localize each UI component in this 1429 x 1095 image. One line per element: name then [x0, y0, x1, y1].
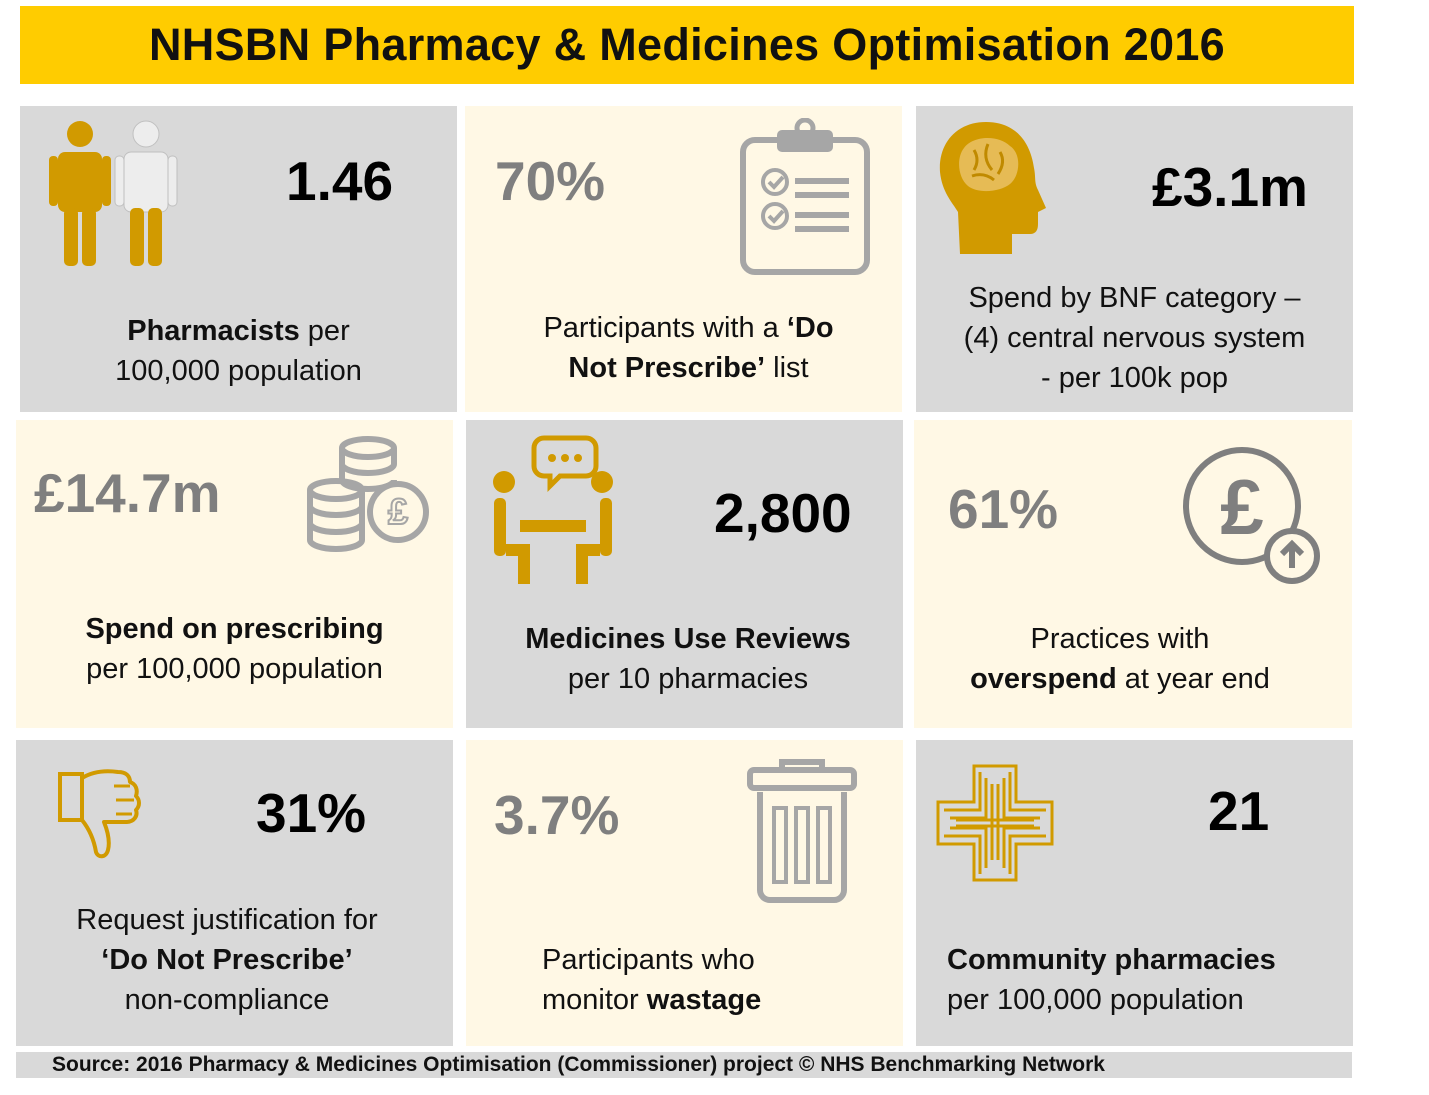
- coins-pound-icon: £: [307, 436, 429, 553]
- tile-wastage: 3.7% Participants who monitor wastage: [466, 740, 903, 1046]
- tile-value: 70%: [495, 150, 606, 212]
- source-footer: Source: 2016 Pharmacy & Medicines Optimi…: [16, 1052, 1352, 1078]
- tile-value: 31%: [256, 782, 367, 844]
- tile-prescribing-spend: £ £14.7m Spend on prescribing per 100,00…: [16, 420, 453, 728]
- svg-text:£: £: [388, 491, 408, 532]
- tile-description: Medicines Use Reviews per 10 pharmacies: [525, 623, 851, 695]
- tile-overspend: £ 61% Practices with overspend at year e…: [914, 420, 1352, 728]
- tile-description: Spend on prescribing per 100,000 populat…: [85, 613, 384, 685]
- tile-description: Spend by BNF category – (4) central nerv…: [963, 282, 1306, 394]
- tile-medicines-use-reviews: 2,800 Medicines Use Reviews per 10 pharm…: [466, 420, 903, 728]
- tile-value: £3.1m: [1152, 156, 1308, 218]
- pound-overspend-icon: £: [1183, 447, 1320, 584]
- tile-value: 3.7%: [494, 784, 620, 846]
- pharmacist-people-icon: [49, 120, 178, 266]
- thumbs-down-icon: [58, 769, 141, 859]
- head-brain-icon: [939, 122, 1046, 254]
- clipboard-checklist-icon: [740, 118, 870, 275]
- tile-description: Practices with overspend at year end: [970, 623, 1270, 695]
- tile-description: Participants who monitor wastage: [542, 944, 762, 1016]
- tile-value: 2,800: [714, 482, 852, 544]
- page-title: NHSBN Pharmacy & Medicines Optimisation …: [148, 19, 1226, 70]
- tile-value: 21: [1208, 780, 1270, 842]
- tile-description: Community pharmacies per 100,000 populat…: [947, 944, 1276, 1016]
- tile-pharmacists: 1.46 Pharmacists per 100,000 population: [20, 106, 457, 412]
- tile-value: 61%: [948, 478, 1059, 540]
- tile-description: Request justification for ‘Do Not Prescr…: [76, 904, 378, 1016]
- tile-request-justification: 31% Request justification for ‘Do Not Pr…: [16, 740, 453, 1046]
- svg-text:£: £: [1220, 463, 1263, 551]
- tile-description: Pharmacists per 100,000 population: [115, 315, 362, 387]
- tile-value: 1.46: [286, 150, 394, 212]
- tile-do-not-prescribe-list: 70% Participants with a ‘Do Not Prescrib…: [465, 106, 902, 412]
- trash-bin-icon: [747, 759, 857, 903]
- tile-value: £14.7m: [34, 462, 221, 524]
- pharmacy-cross-icon: [936, 764, 1054, 882]
- tile-description: Participants with a ‘Do Not Prescribe’ l…: [543, 312, 834, 384]
- tile-bnf-spend: £3.1m Spend by BNF category – (4) centra…: [916, 106, 1353, 412]
- tile-community-pharmacies: 21 Community pharmacies per 100,000 popu…: [916, 740, 1353, 1046]
- title-banner: NHSBN Pharmacy & Medicines Optimisation …: [20, 6, 1354, 84]
- consultation-meeting-icon: [493, 435, 613, 584]
